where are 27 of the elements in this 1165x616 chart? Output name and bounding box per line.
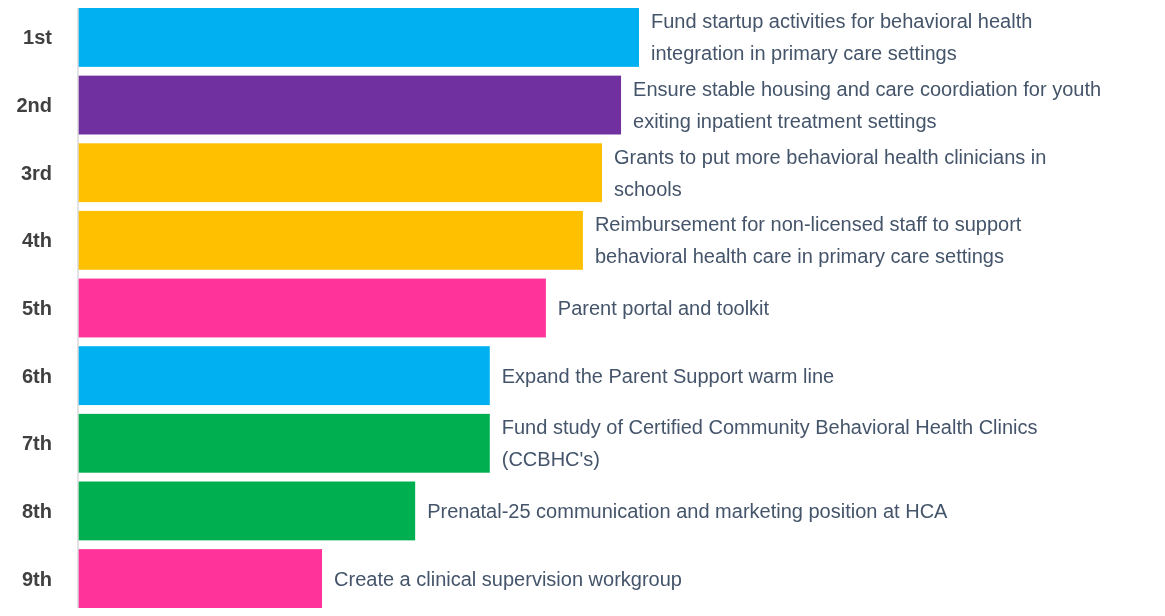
annotation: Parent portal and toolkit [557, 297, 770, 319]
bar [78, 143, 602, 203]
y-tick-label: 3rd [20, 161, 52, 184]
bar [78, 549, 323, 608]
y-tick-label: 2nd [16, 94, 52, 117]
bar [78, 210, 583, 270]
annotation: Create a clinical supervision workgroup [334, 567, 682, 590]
bar [78, 75, 622, 135]
annotation: Reimbursement for non-licensed staff to support behavioral health care in primary care settings [594, 213, 1022, 268]
y-tick-label: 7th [22, 432, 52, 455]
annotation: Prenatal-25 communication and marketing position at HCA [427, 499, 949, 522]
y-tick-label: 5th [22, 297, 52, 319]
bar [78, 346, 490, 406]
y-tick-label: 9th [22, 567, 52, 590]
y-tick-label: 4th [22, 229, 52, 252]
bar [78, 278, 546, 338]
bar [78, 481, 416, 541]
bar [78, 8, 639, 67]
y-tick-label: 8th [22, 499, 52, 522]
annotation: Ensure stable housing and care coordiation for youth exiting inpatient treatment settings [633, 78, 1102, 133]
annotation: Expand the Parent Support warm line [501, 364, 835, 387]
annotation: Fund study of Certified Community Behavioral Health Clinics (CCBHC's) [501, 416, 1038, 471]
y-tick-label: 6th [22, 364, 52, 387]
y-tick-label: 1st [23, 26, 53, 49]
bar [78, 413, 490, 473]
annotation: Grants to put more behavioral health clinicians in schools [613, 145, 1047, 200]
annotation: Fund startup activities for behavioral health integration in primary care settings [651, 10, 1033, 65]
